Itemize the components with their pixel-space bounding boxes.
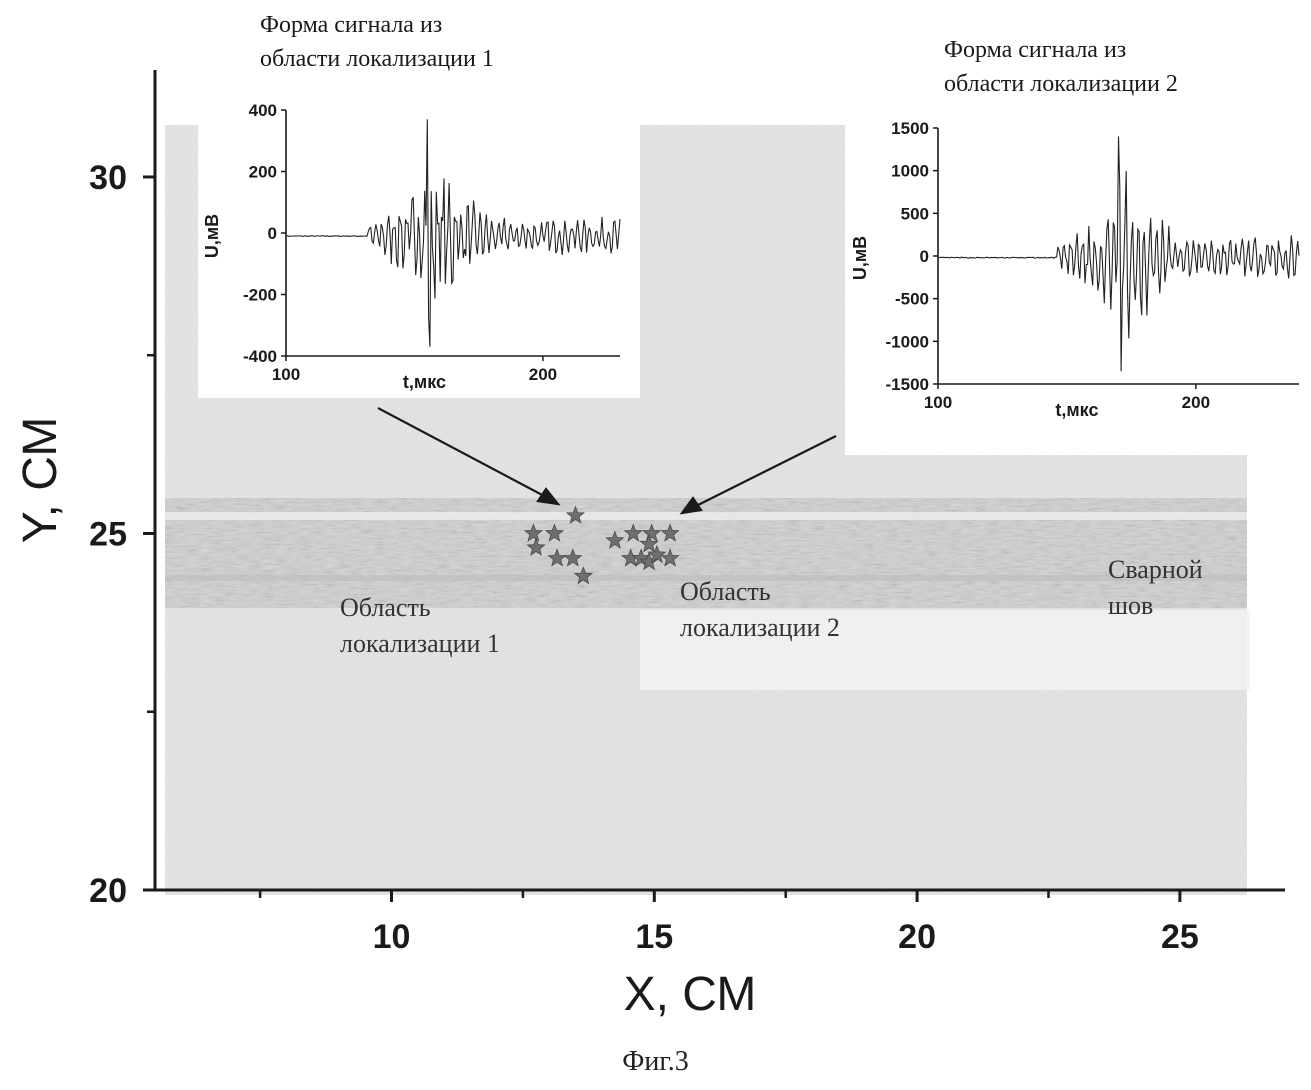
photo-bright-area xyxy=(640,610,1250,690)
star-marker-region-1 xyxy=(544,523,565,542)
arrow-1-line xyxy=(377,407,547,498)
star-marker-region-2 xyxy=(642,523,662,542)
inset-title: Форма сигнала из xyxy=(260,12,442,38)
star-marker-region-1 xyxy=(523,523,544,542)
arrow-1-head xyxy=(536,487,561,506)
inset-y-tick-label: -1000 xyxy=(886,332,929,351)
y-tick-label: 30 xyxy=(89,159,127,197)
inset-y-tick-label: 500 xyxy=(901,204,929,223)
y-tick-label: 20 xyxy=(89,872,127,910)
inset-y-tick-label: -400 xyxy=(243,347,277,366)
x-tick-label: 10 xyxy=(373,918,411,956)
star-marker-region-2 xyxy=(647,544,667,564)
inset-signal-line xyxy=(937,136,1300,372)
inset-y-tick-label: -200 xyxy=(243,286,277,305)
weld-seam-highlight xyxy=(165,512,1247,520)
inset-y-tick-label: -1500 xyxy=(886,375,929,394)
inset2-background xyxy=(845,115,1311,455)
star-marker-region-2 xyxy=(660,548,680,567)
inset-x-axis-label: t,мкс xyxy=(1055,400,1098,420)
inset-y-tick-label: 200 xyxy=(249,163,277,182)
inset1-background xyxy=(198,90,640,398)
x-tick-label: 15 xyxy=(635,918,673,956)
star-marker-region-2 xyxy=(623,523,643,542)
star-marker-region-1 xyxy=(573,566,593,585)
arrow-2-head xyxy=(679,496,703,515)
inset-y-tick-label: 1500 xyxy=(891,119,929,138)
inset-chart-1: Форма сигнала из области локализации 1 400… xyxy=(202,12,621,392)
inset-x-axis-label: t,мкс xyxy=(403,372,446,392)
x-tick-label: 25 xyxy=(1161,918,1199,956)
y-tick-label: 25 xyxy=(89,515,127,553)
main-data-points xyxy=(523,505,680,585)
inset-chart-2: Форма сигнала из области локализации 2 150… xyxy=(850,37,1300,420)
inset-y-tick-label: 0 xyxy=(268,224,277,243)
star-marker-region-1 xyxy=(526,537,546,556)
star-marker-region-1 xyxy=(563,548,583,567)
inset-signal-line xyxy=(285,119,621,347)
star-marker-region-2 xyxy=(660,523,680,542)
inset-y-tick-label: 1000 xyxy=(891,162,929,181)
inset-y-axis-label: U,мВ xyxy=(202,214,222,258)
inset-x-tick-label: 200 xyxy=(1182,393,1210,412)
annotation-weld: Сварной xyxy=(1108,555,1203,584)
arrow-2-line xyxy=(695,435,837,507)
inset-y-axis-label: U,мВ xyxy=(850,236,870,280)
annotation-region1: локализации 1 xyxy=(340,629,500,658)
inset-y-tick-label: 400 xyxy=(249,101,277,120)
inset-x-tick-label: 200 xyxy=(529,365,557,384)
annotations: Область локализации 1 Область локализации 2… xyxy=(340,555,1203,658)
star-marker-region-2 xyxy=(639,534,659,553)
arrows xyxy=(377,407,837,515)
inset-y-tick-label: -500 xyxy=(895,290,929,309)
weld-seam-shadow xyxy=(165,575,1247,581)
star-marker-region-1 xyxy=(547,548,567,567)
x-tick-label: 20 xyxy=(898,918,936,956)
figure-caption: Фиг.3 xyxy=(622,1046,689,1077)
star-marker-region-1 xyxy=(565,505,586,524)
inset-title: области локализации 2 xyxy=(944,71,1178,97)
inset-y-tick-label: 0 xyxy=(920,247,929,266)
inset-x-tick-label: 100 xyxy=(924,393,952,412)
annotation-region2: Область xyxy=(680,577,771,606)
annotation-region1: Область xyxy=(340,593,431,622)
inset-title: области локализации 1 xyxy=(260,46,494,72)
inset-title: Форма сигнала из xyxy=(944,37,1126,63)
y-axis-label: Y, СМ xyxy=(14,417,67,544)
annotation-weld: шов xyxy=(1108,591,1153,620)
main-axes: 10 15 20 25 20 25 30 X, СМ Y, СМ xyxy=(14,70,1285,1021)
inset-x-tick-label: 100 xyxy=(272,365,300,384)
x-axis-label: X, СМ xyxy=(624,968,757,1021)
annotation-region2: локализации 2 xyxy=(680,613,840,642)
star-marker-region-2 xyxy=(605,530,625,549)
star-marker-region-2 xyxy=(631,548,651,567)
